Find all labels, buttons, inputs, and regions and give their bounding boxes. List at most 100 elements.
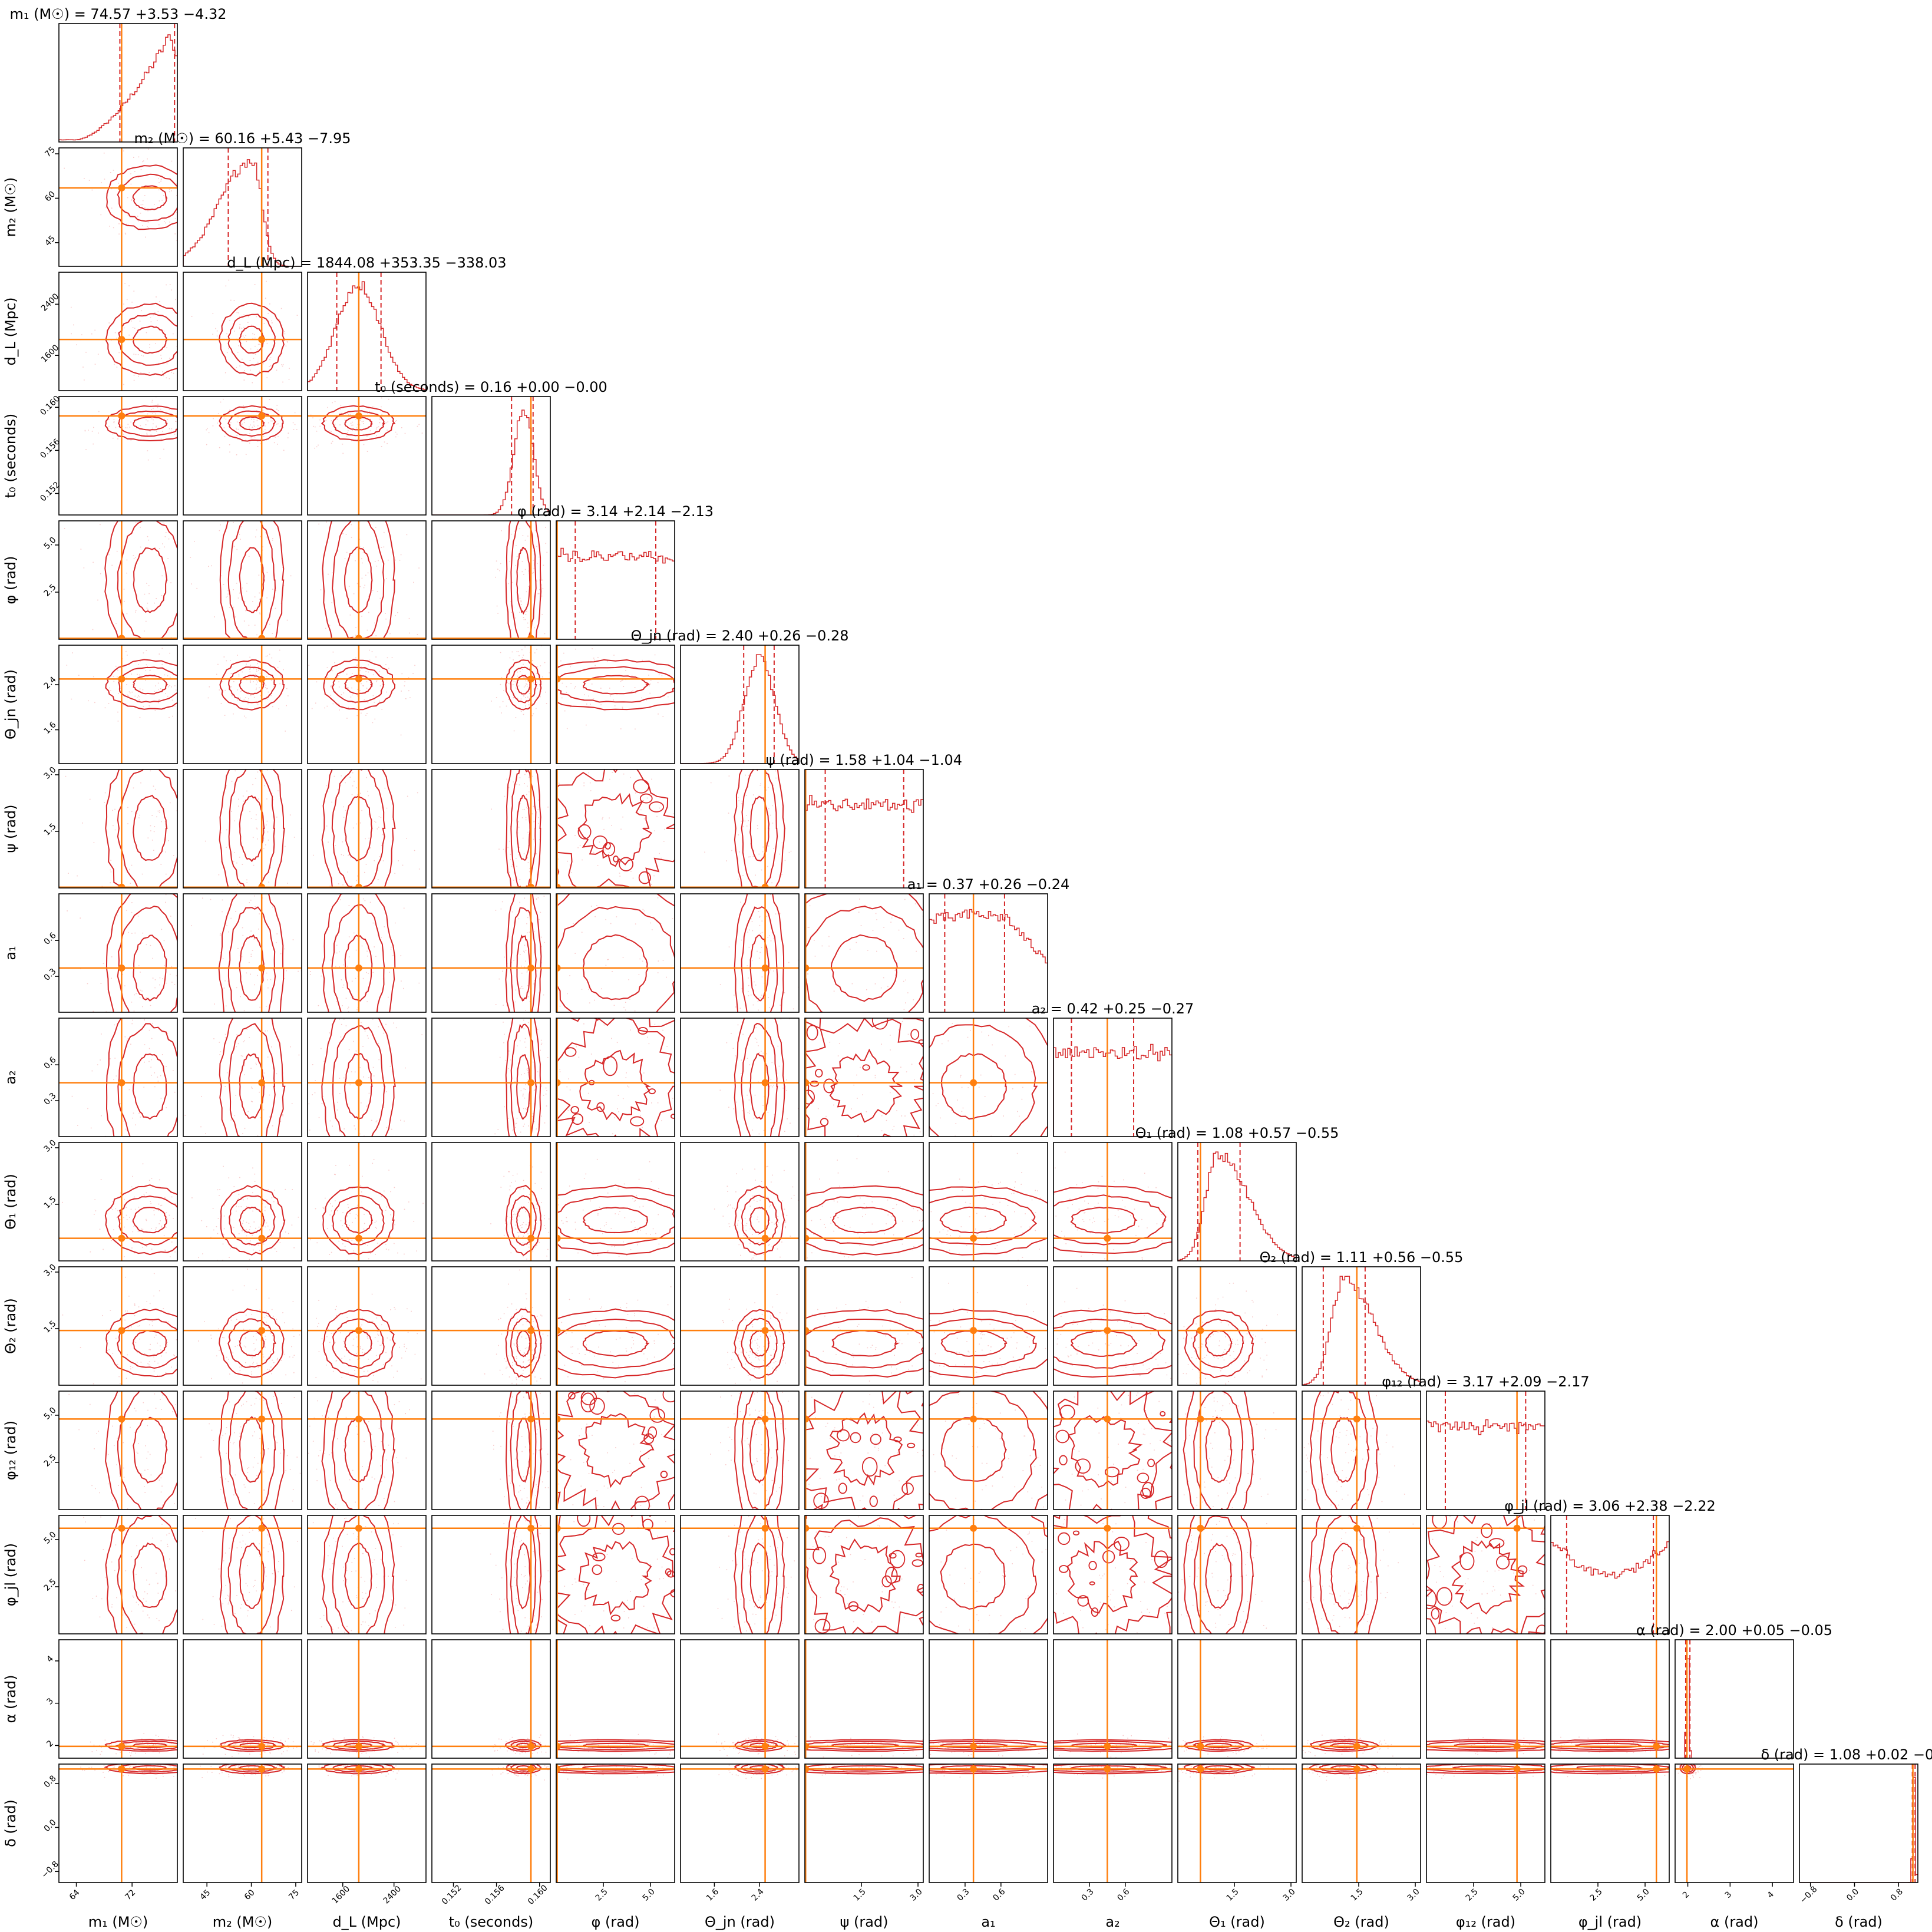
panel-frame [307, 520, 427, 640]
truth-point [1104, 1742, 1111, 1750]
y-tick-label: 0.0 [42, 1818, 58, 1834]
scatter-panel-8-5 [680, 1018, 800, 1137]
contour-level-2 [929, 1024, 1038, 1137]
panel-frame [183, 1763, 302, 1883]
truth-point [805, 1765, 810, 1773]
sample-points [722, 1294, 790, 1385]
scatter-panel-9-1 [183, 1142, 302, 1261]
contour-level-1 [583, 675, 650, 695]
scatter-panel-13-6 [804, 1639, 924, 1759]
contour-level-1 [132, 1329, 167, 1357]
contour-level-2 [117, 521, 177, 639]
panel-frame [307, 1639, 427, 1759]
contour-level-2 [1192, 1741, 1244, 1751]
contour-blob [911, 1559, 923, 1567]
contour-blob [850, 1432, 861, 1444]
scatter-panel-12-4 [556, 1515, 675, 1634]
scatter-panel-9-7 [929, 1142, 1048, 1261]
contour-blob [1432, 1515, 1447, 1529]
contour-level-3 [734, 770, 785, 888]
x-tick-label: 5.0 [641, 1887, 657, 1903]
contour-level-2 [118, 666, 177, 703]
contour-blob [893, 1436, 902, 1442]
panel-frame [929, 1763, 1048, 1883]
panel-frame [1426, 1763, 1545, 1883]
scatter-panel-5-1 [183, 645, 302, 764]
sample-points [491, 645, 550, 732]
x-axis-label-14: δ (rad) [1835, 1914, 1883, 1930]
contour-level-2 [740, 1741, 779, 1751]
panel-frame [556, 1763, 675, 1883]
panel-title-6: ψ (rad) = 1.58 +1.04 −1.04 [766, 752, 962, 768]
y-axis-label-11: φ₁₂ (rad) [2, 1421, 19, 1480]
truth-point [355, 1234, 362, 1242]
truth-point [556, 1742, 561, 1750]
panel-frame [929, 1142, 1048, 1261]
contour-blob [1140, 1488, 1151, 1499]
contour-level-3 [1053, 1308, 1172, 1378]
contour-level-1 [344, 416, 373, 431]
contour-level-1 [132, 1207, 167, 1234]
sample-points [1178, 1283, 1278, 1385]
panel-frame [307, 769, 427, 889]
contour-blob [1072, 1530, 1080, 1536]
panel-frame [431, 769, 551, 889]
scatter-panel-11-2 [307, 1391, 427, 1510]
scatter-panel-10-4 [556, 1266, 675, 1386]
contour-level-3 [556, 1764, 675, 1775]
contour-level-3 [929, 1308, 1048, 1379]
y-tick-label: 2.4 [42, 675, 58, 691]
panel-frame [58, 396, 178, 516]
scatter-panel-5-0: 1.6 2.4 Θ_jn (rad) [2, 645, 178, 764]
panel-frame [183, 1391, 302, 1510]
contour-blob [1496, 1555, 1510, 1570]
scatter-panel-13-4 [556, 1639, 675, 1759]
contour-level-1 [582, 1742, 649, 1749]
scatter-panel-7-1 [183, 893, 302, 1013]
scatter-panel-8-6 [804, 1018, 924, 1137]
truth-point [258, 1327, 266, 1335]
panel-frame [58, 1639, 178, 1759]
truth-point [556, 1079, 561, 1086]
contour-blob [1059, 1405, 1075, 1420]
contour-level-3 [929, 1185, 1048, 1256]
scatter-panel-12-0: 2.5 5.0 φ_jl (rad) [2, 1515, 178, 1634]
contour-level-1 [344, 795, 373, 861]
hist-line-10 [1302, 1276, 1421, 1385]
scatter-panel-12-7 [929, 1515, 1048, 1634]
contour-level-1 [749, 1542, 770, 1610]
contour-level-3 [734, 1764, 785, 1775]
x-axis-label-3: t₀ (seconds) [449, 1914, 533, 1930]
sample-points [1056, 1518, 1170, 1634]
panel-frame [183, 1142, 302, 1261]
truth-point [118, 1234, 126, 1242]
scatter-panel-11-0: 2.5 5.0 φ₁₂ (rad) [2, 1391, 178, 1510]
sample-points [191, 1764, 293, 1778]
truth-point [1197, 1524, 1204, 1532]
panel-title-0: m₁ (M☉) = 74.57 +3.53 −4.32 [9, 6, 226, 22]
contour-blob [869, 1495, 878, 1507]
scatter-panel-10-5 [680, 1266, 800, 1386]
scatter-panel-8-3 [431, 1018, 551, 1137]
contour-level-2 [117, 173, 177, 222]
contour-level-1 [1204, 1742, 1233, 1749]
sample-points [491, 1764, 550, 1781]
scatter-panel-14-3: 0.152 0.156 0.160 t₀ (seconds) [431, 1763, 551, 1930]
sample-points [1053, 1151, 1165, 1260]
panel-title-8: a₂ = 0.42 +0.25 −0.27 [1032, 1000, 1194, 1017]
panel-frame [1799, 1763, 1918, 1883]
contour-level-2 [1426, 1515, 1545, 1634]
contour-blob [1077, 1595, 1089, 1607]
scatter-panel-14-1: 45 60 75 m₂ (M☉) [183, 1763, 302, 1930]
panel-frame [680, 1763, 800, 1883]
x-tick-label: 0.0 [1845, 1887, 1861, 1903]
scatter-panel-13-9 [1177, 1639, 1297, 1759]
contour-level-1 [829, 1048, 903, 1123]
contour-level-1 [831, 1206, 897, 1234]
x-tick-label: 0.6 [1115, 1887, 1131, 1903]
scatter-panel-7-0: 0.3 0.6 a₁ [2, 893, 178, 1013]
panel-frame [1675, 1763, 1794, 1883]
y-tick-label: 0.3 [42, 1091, 58, 1107]
truth-point [1104, 1234, 1111, 1242]
